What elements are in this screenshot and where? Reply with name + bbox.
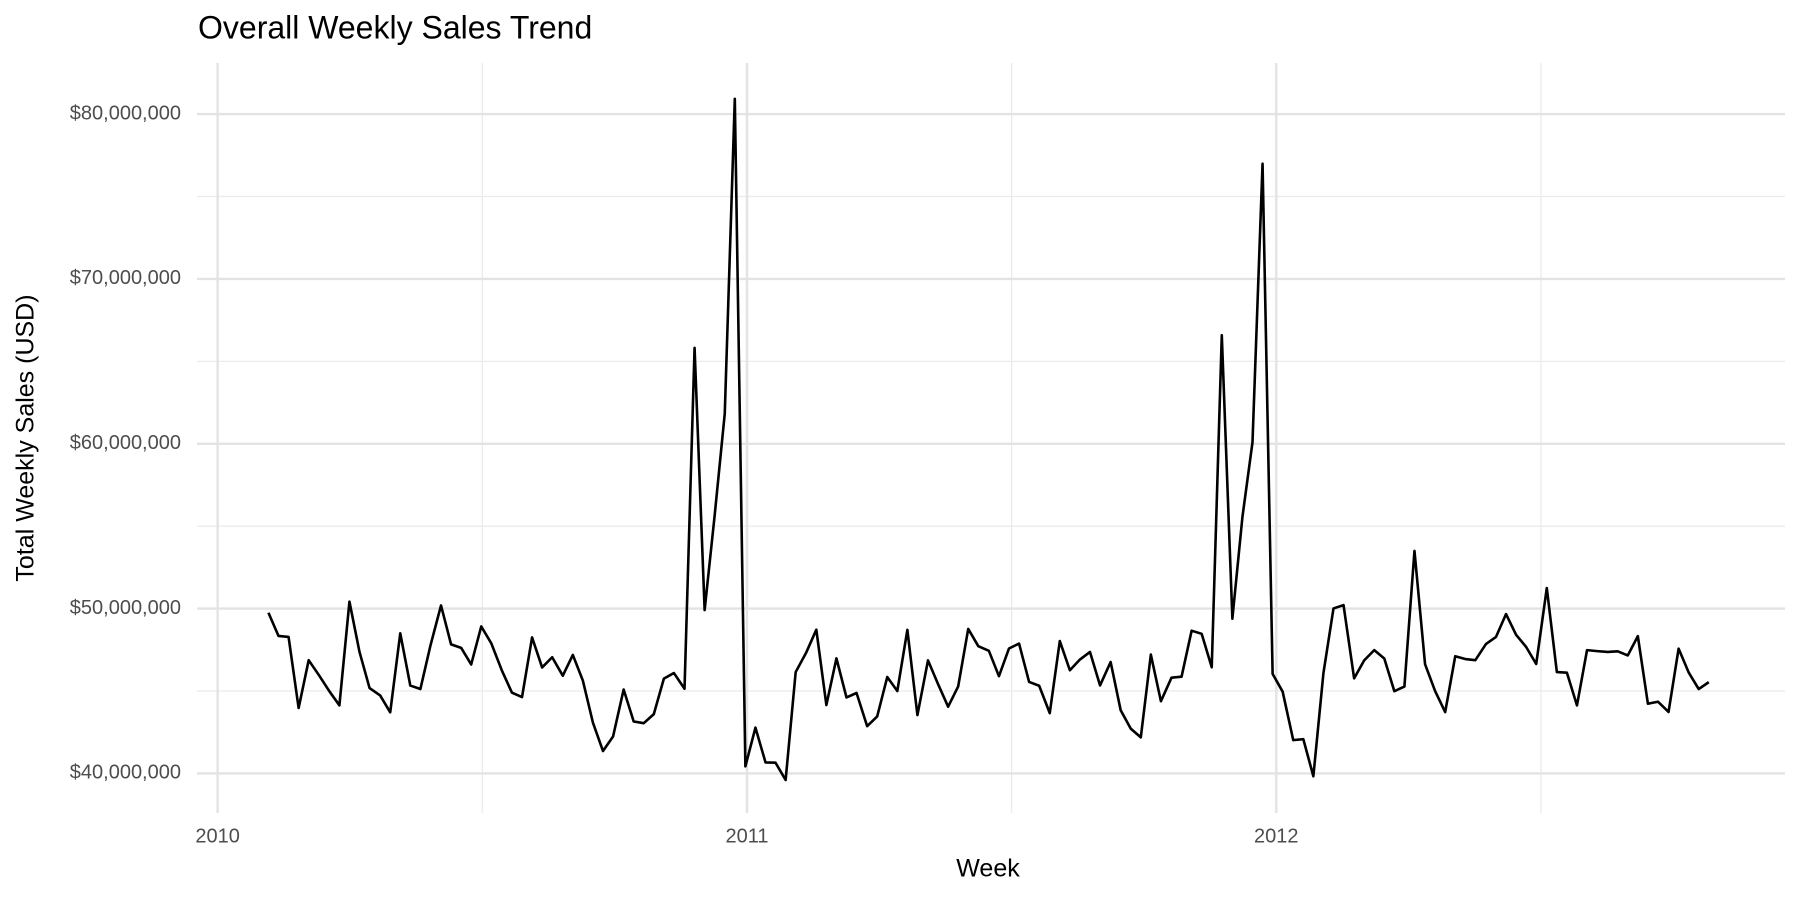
grid [197, 63, 1785, 813]
x-axis-title: Week [956, 855, 1020, 883]
x-tick-label: 2011 [725, 825, 768, 847]
y-tick-label: $50,000,000 [70, 597, 181, 619]
y-tick-label: $40,000,000 [70, 762, 181, 784]
y-tick-label: $80,000,000 [70, 102, 181, 124]
chart-title: Overall Weekly Sales Trend [198, 9, 592, 45]
y-axis-title: Total Weekly Sales (USD) [12, 294, 40, 581]
y-tick-label: $60,000,000 [70, 432, 181, 454]
x-tick-label: 2010 [195, 825, 240, 847]
line-series [267, 97, 1710, 782]
y-tick-label: $70,000,000 [70, 267, 181, 289]
x-tick-label: 2012 [1254, 825, 1299, 847]
